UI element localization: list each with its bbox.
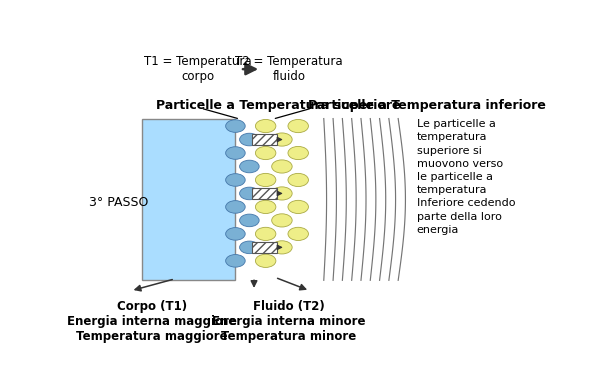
Circle shape	[272, 241, 292, 254]
Circle shape	[288, 119, 308, 133]
Circle shape	[256, 254, 276, 267]
Circle shape	[226, 254, 245, 267]
Circle shape	[272, 160, 292, 173]
Text: Particelle a Temperatura inferiore: Particelle a Temperatura inferiore	[308, 98, 545, 112]
Circle shape	[226, 120, 245, 132]
Circle shape	[239, 133, 259, 146]
Circle shape	[256, 200, 276, 214]
Circle shape	[272, 187, 292, 200]
Circle shape	[239, 160, 259, 173]
Circle shape	[288, 200, 308, 214]
Circle shape	[226, 147, 245, 159]
Text: Le particelle a
temperatura
superiore si
muovono verso
le particelle a
temperatu: Le particelle a temperatura superiore si…	[417, 119, 515, 235]
Text: Corpo (T1)
Energia interna maggiore
Temperatura maggiore: Corpo (T1) Energia interna maggiore Temp…	[67, 300, 236, 343]
Text: Particelle a Temperatura superiore: Particelle a Temperatura superiore	[157, 98, 401, 112]
Circle shape	[272, 214, 292, 227]
Circle shape	[226, 228, 245, 240]
Circle shape	[288, 146, 308, 159]
Circle shape	[256, 227, 276, 240]
Circle shape	[288, 173, 308, 187]
Text: Fluido (T2)
Energia interna minore
Temperatura minore: Fluido (T2) Energia interna minore Tempe…	[212, 300, 365, 343]
Bar	[142, 119, 235, 280]
Text: 3° PASSO: 3° PASSO	[89, 196, 148, 209]
Circle shape	[256, 119, 276, 133]
Circle shape	[239, 214, 259, 227]
Circle shape	[239, 241, 259, 254]
Bar	[252, 134, 277, 145]
Bar	[252, 242, 277, 253]
Bar	[252, 188, 277, 199]
Circle shape	[272, 133, 292, 146]
Circle shape	[226, 173, 245, 186]
Text: T1 = Temperatura
corpo: T1 = Temperatura corpo	[145, 55, 252, 83]
Circle shape	[288, 227, 308, 240]
Circle shape	[256, 173, 276, 187]
Circle shape	[226, 201, 245, 213]
Text: T2 = Temperatura
fluido: T2 = Temperatura fluido	[235, 55, 343, 83]
Circle shape	[256, 146, 276, 159]
Circle shape	[239, 187, 259, 200]
